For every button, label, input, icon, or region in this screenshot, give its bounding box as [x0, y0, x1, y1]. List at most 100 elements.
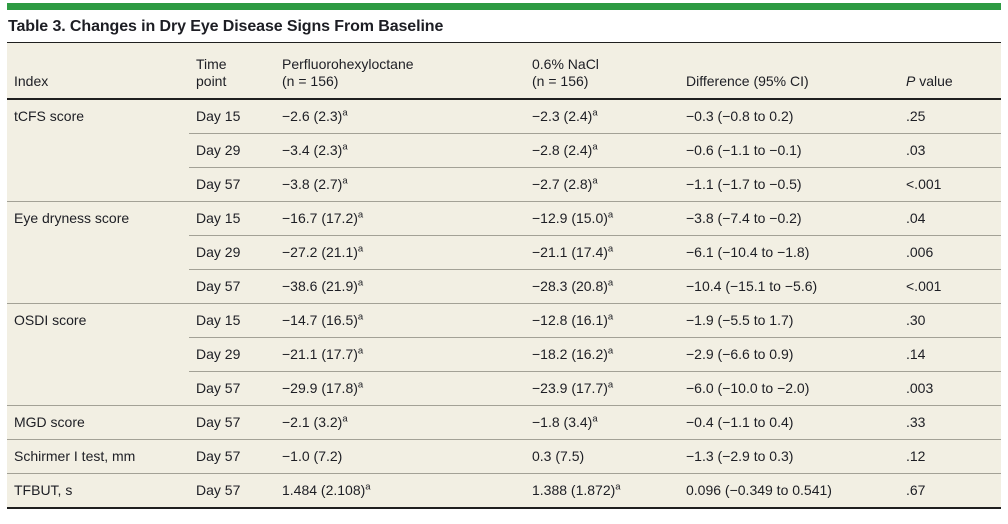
- cell-p-value: <.001: [899, 268, 1001, 303]
- header-index-label: Index: [14, 72, 49, 89]
- cell-perfluorohexyloctane: −38.6 (21.9)a: [275, 268, 525, 303]
- footnote-marker: a: [357, 242, 364, 254]
- header-p-value-label: P value: [906, 73, 997, 90]
- cell-nacl: −2.3 (2.4)a: [525, 98, 679, 133]
- cell-nacl: −2.7 (2.8)a: [525, 166, 679, 201]
- header-p-italic: P: [906, 72, 916, 89]
- cell-nacl: −12.8 (16.1)a: [525, 302, 679, 337]
- cell-time-point: Day 15: [189, 200, 275, 235]
- footnote-marker: a: [342, 412, 348, 424]
- cell-difference: −10.4 (−15.1 to −5.6): [679, 268, 899, 303]
- cell-perfluorohexyloctane: −3.4 (2.3)a: [275, 132, 525, 167]
- header-nacl-line2: (n = 156): [532, 72, 589, 89]
- cell-perfluorohexyloctane: −29.9 (17.8)a: [275, 370, 525, 405]
- table-row: Day 57 −38.6 (21.9)a −28.3 (20.8)a −10.4 (−…: [7, 268, 1001, 303]
- footnote-marker: a: [357, 276, 364, 288]
- cell-index: Schirmer I test, mm: [7, 438, 189, 473]
- cell-p-value: .003: [899, 370, 1001, 405]
- footnote-marker: a: [592, 140, 598, 152]
- cell-nacl: 0.3 (7.5): [525, 438, 679, 473]
- cell-nacl: −2.8 (2.4)a: [525, 132, 679, 167]
- cell-p-value: .33: [899, 404, 1001, 439]
- cell-nacl: 1.388 (1.872)a: [525, 472, 679, 508]
- dry-eye-signs-table: Index Time point Perfluorohexyloctane (n…: [7, 42, 1001, 509]
- cell-p-value: .006: [899, 234, 1001, 269]
- cell-time-point: Day 29: [189, 336, 275, 371]
- cell-nacl: −12.9 (15.0)a: [525, 200, 679, 235]
- cell-time-point: Day 29: [189, 234, 275, 269]
- cell-nacl: −1.8 (3.4)a: [525, 404, 679, 439]
- cell-perfluorohexyloctane: −27.2 (21.1)a: [275, 234, 525, 269]
- footnote-marker: a: [357, 378, 364, 390]
- table-row: MGD score Day 57 −2.1 (3.2)a −1.8 (3.4)a −0.…: [7, 404, 1001, 439]
- table-row: TFBUT, s Day 57 1.484 (2.108)a 1.388 (1.872…: [7, 472, 1001, 508]
- cell-time-point: Day 57: [189, 268, 275, 303]
- cell-nacl: −23.9 (17.7)a: [525, 370, 679, 405]
- table-accent-bar: [7, 3, 1001, 10]
- footnote-marker: a: [342, 174, 348, 186]
- header-difference: Difference (95% CI): [679, 42, 899, 100]
- cell-p-value: .25: [899, 98, 1001, 133]
- cell-index: Eye dryness score: [7, 200, 189, 303]
- table-row: OSDI score Day 15 −14.7 (16.5)a −12.8 (16.1…: [7, 302, 1001, 405]
- table-row: Day 29 −27.2 (21.1)a −21.1 (17.4)a −6.1 (−1…: [7, 234, 1001, 269]
- cell-p-value: .67: [899, 472, 1001, 508]
- table-title: Table 3. Changes in Dry Eye Disease Sign…: [8, 18, 444, 35]
- header-drug-line1: Perfluorohexyloctane: [282, 55, 414, 72]
- table-row: Schirmer I test, mm Day 57 −1.0 (7.2) 0.3 (…: [7, 438, 1001, 473]
- table-body: tCFS score Day 15 −2.6 (2.3)a −2.3 (2.4)a −0…: [7, 98, 1001, 508]
- cell-difference: −6.0 (−10.0 to −2.0): [679, 370, 899, 405]
- footnote-marker: a: [607, 378, 614, 390]
- footnote-marker: a: [342, 140, 348, 152]
- header-nacl-line1: 0.6% NaCl: [532, 55, 599, 72]
- footnote-marker: a: [592, 174, 598, 186]
- footnote-marker: a: [607, 310, 614, 322]
- footnote-marker: a: [607, 242, 614, 254]
- cell-perfluorohexyloctane: −3.8 (2.7)a: [275, 166, 525, 201]
- cell-perfluorohexyloctane: −2.1 (3.2)a: [275, 404, 525, 439]
- header-difference-label: Difference (95% CI): [686, 72, 809, 89]
- cell-difference: −1.9 (−5.5 to 1.7): [679, 302, 899, 337]
- table-header: Index Time point Perfluorohexyloctane (n…: [7, 42, 1001, 100]
- cell-difference: −1.1 (−1.7 to −0.5): [679, 166, 899, 201]
- footnote-marker: a: [607, 344, 614, 356]
- cell-index: OSDI score: [7, 302, 189, 405]
- cell-difference: 0.096 (−0.349 to 0.541): [679, 472, 899, 508]
- header-drug-line2: (n = 156): [282, 72, 339, 89]
- table-row: Eye dryness score Day 15 −16.7 (17.2)a −12.…: [7, 200, 1001, 303]
- cell-nacl: −28.3 (20.8)a: [525, 268, 679, 303]
- footnote-marker: a: [615, 480, 621, 492]
- cell-index: MGD score: [7, 404, 189, 439]
- table-row: Day 29 −3.4 (2.3)a −2.8 (2.4)a −0.6 (−1.1 t…: [7, 132, 1001, 167]
- footnote-marker: a: [357, 208, 364, 220]
- footnote-marker: a: [342, 106, 348, 118]
- table-row: Day 57 −29.9 (17.8)a −23.9 (17.7)a −6.0 (−1…: [7, 370, 1001, 405]
- header-time-line1: Time: [196, 55, 227, 72]
- cell-time-point: Day 15: [189, 302, 275, 337]
- header-time-line2: point: [196, 72, 227, 89]
- cell-time-point: Day 57: [189, 472, 275, 508]
- footnote-marker: a: [592, 412, 598, 424]
- table-row: Day 29 −21.1 (17.7)a −18.2 (16.2)a −2.9 (−6…: [7, 336, 1001, 371]
- footnote-marker: a: [607, 208, 614, 220]
- cell-nacl: −21.1 (17.4)a: [525, 234, 679, 269]
- footnote-marker: a: [607, 276, 614, 288]
- cell-difference: −0.6 (−1.1 to −0.1): [679, 132, 899, 167]
- header-time-point: Time point: [189, 42, 275, 100]
- header-perfluorohexyloctane: Perfluorohexyloctane (n = 156): [275, 42, 525, 100]
- cell-p-value: .04: [899, 200, 1001, 235]
- cell-difference: −6.1 (−10.4 to −1.8): [679, 234, 899, 269]
- table-row: Day 57 −3.8 (2.7)a −2.7 (2.8)a −1.1 (−1.7 t…: [7, 166, 1001, 201]
- cell-difference: −2.9 (−6.6 to 0.9): [679, 336, 899, 371]
- footnote-marker: a: [357, 344, 364, 356]
- cell-p-value: .12: [899, 438, 1001, 473]
- cell-perfluorohexyloctane: −14.7 (16.5)a: [275, 302, 525, 337]
- cell-p-value: <.001: [899, 166, 1001, 201]
- cell-nacl: −18.2 (16.2)a: [525, 336, 679, 371]
- cell-perfluorohexyloctane: −2.6 (2.3)a: [275, 98, 525, 133]
- table-header-row: Index Time point Perfluorohexyloctane (n…: [7, 42, 1001, 100]
- header-p-rest: value: [915, 72, 953, 89]
- cell-p-value: .14: [899, 336, 1001, 371]
- cell-time-point: Day 15: [189, 98, 275, 133]
